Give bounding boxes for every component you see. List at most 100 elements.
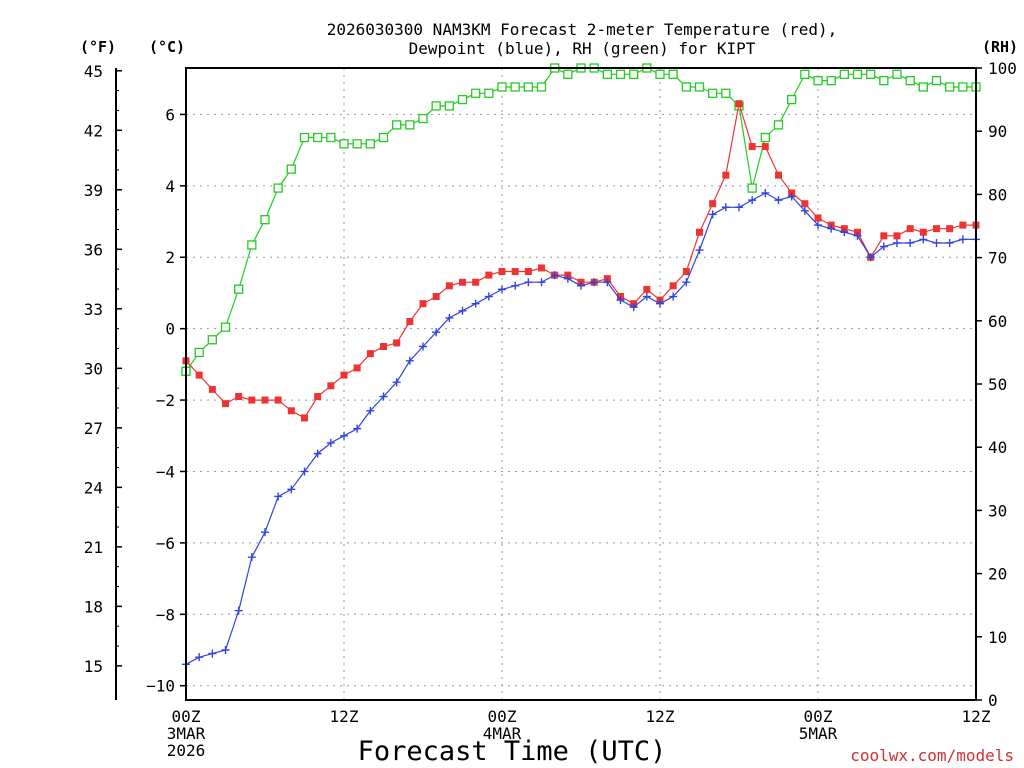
temperature-point bbox=[709, 200, 717, 208]
fahrenheit-tick-label: 39 bbox=[84, 181, 103, 200]
temperature-point bbox=[919, 228, 927, 236]
dewpoint-point bbox=[195, 653, 204, 662]
rh-point bbox=[418, 113, 428, 124]
rh-point bbox=[536, 82, 547, 92]
temperature-point bbox=[380, 343, 387, 351]
x-date-label: 3MAR bbox=[167, 724, 206, 743]
x-tick-label: 12Z bbox=[330, 707, 359, 726]
dewpoint-point bbox=[656, 299, 664, 308]
rh-point bbox=[194, 347, 204, 358]
dewpoint-point bbox=[814, 221, 822, 230]
x-tick-label: 00Z bbox=[804, 707, 833, 726]
series-line bbox=[185, 67, 976, 372]
rh-point bbox=[260, 215, 270, 225]
temperature-point bbox=[261, 396, 269, 404]
series-0 bbox=[182, 100, 980, 422]
celsius-tick-label: 0 bbox=[165, 320, 175, 339]
temperature-point bbox=[946, 225, 954, 233]
dewpoint-point bbox=[774, 196, 783, 205]
temperature-point bbox=[222, 400, 229, 408]
rh-point bbox=[602, 69, 612, 79]
temperature-point bbox=[524, 268, 532, 276]
chart-title-line-1: 2026030300 NAM3KM Forecast 2-meter Tempe… bbox=[327, 20, 838, 39]
dewpoint-point bbox=[919, 235, 928, 244]
series-2 bbox=[181, 63, 981, 377]
dewpoint-point bbox=[893, 238, 901, 247]
temperature-point bbox=[195, 371, 203, 379]
chart-title-line-2: Dewpoint (blue), RH (green) for KIPT bbox=[409, 39, 756, 58]
temperature-point bbox=[735, 100, 743, 108]
rh-point bbox=[313, 132, 323, 143]
fahrenheit-tick-label: 33 bbox=[84, 300, 103, 319]
rh-point bbox=[484, 88, 494, 98]
fahrenheit-tick-label: 42 bbox=[84, 121, 103, 140]
rh-point bbox=[787, 94, 797, 105]
x-tick-label: 00Z bbox=[488, 707, 517, 726]
rh-point bbox=[326, 132, 336, 143]
dewpoint-point bbox=[945, 238, 954, 247]
dewpoint-point bbox=[366, 406, 375, 415]
rh-tick-label: 10 bbox=[988, 628, 1007, 647]
rh-point bbox=[681, 82, 691, 92]
dewpoint-point bbox=[537, 278, 546, 287]
rh-point bbox=[220, 322, 231, 332]
dewpoint-point bbox=[511, 281, 520, 290]
temperature-point bbox=[340, 371, 348, 379]
rh-point bbox=[931, 75, 942, 86]
fahrenheit-tick-label: 21 bbox=[84, 538, 103, 557]
dewpoint-point bbox=[853, 231, 862, 240]
rh-point bbox=[826, 75, 836, 86]
dewpoint-point bbox=[458, 306, 467, 315]
rh-tick-label: 70 bbox=[988, 249, 1007, 268]
dewpoint-point bbox=[379, 392, 388, 401]
temperature-point bbox=[235, 392, 243, 400]
dewpoint-point bbox=[313, 449, 322, 458]
temperature-point bbox=[366, 350, 374, 358]
dewpoint-point bbox=[748, 196, 757, 205]
grid-lines bbox=[186, 68, 976, 700]
x-year-label: 2026 bbox=[167, 741, 206, 760]
rh-point bbox=[392, 120, 402, 130]
dewpoint-point bbox=[879, 242, 888, 251]
rh-point bbox=[563, 69, 573, 79]
rh-point bbox=[629, 69, 639, 79]
rh-point bbox=[286, 164, 296, 174]
dewpoint-point bbox=[577, 281, 585, 290]
celsius-tick-label: −10 bbox=[146, 677, 175, 696]
rh-point bbox=[234, 284, 244, 294]
rh-point bbox=[247, 240, 257, 250]
temperature-point bbox=[393, 339, 401, 347]
temperature-point bbox=[643, 285, 651, 293]
temperature-point bbox=[906, 225, 914, 233]
rh-point bbox=[958, 82, 968, 92]
dewpoint-point bbox=[735, 203, 743, 212]
dewpoint-point bbox=[484, 292, 493, 301]
rh-point bbox=[457, 94, 468, 105]
dewpoint-point bbox=[274, 492, 283, 501]
dewpoint-point bbox=[550, 271, 559, 280]
celsius-tick-label: 6 bbox=[165, 105, 175, 124]
temperature-point bbox=[722, 171, 730, 179]
temperature-point bbox=[419, 300, 427, 308]
dewpoint-point bbox=[682, 278, 691, 287]
rh-point bbox=[905, 75, 915, 86]
rh-point bbox=[668, 69, 678, 79]
rh-point bbox=[879, 75, 889, 86]
rh-point bbox=[800, 69, 810, 79]
dewpoint-point bbox=[300, 467, 309, 476]
rh-point bbox=[471, 88, 481, 98]
dewpoint-point bbox=[866, 253, 875, 262]
rh-tick-label: 40 bbox=[988, 438, 1007, 457]
temperature-point bbox=[761, 143, 769, 151]
rh-point bbox=[694, 82, 705, 92]
rh-tick-label: 60 bbox=[988, 312, 1007, 331]
dewpoint-point bbox=[247, 553, 256, 562]
dewpoint-point bbox=[840, 228, 849, 237]
temperature-point bbox=[274, 396, 282, 404]
dewpoint-point bbox=[208, 649, 217, 658]
dewpoint-point bbox=[563, 274, 572, 283]
rh-tick-label: 20 bbox=[988, 565, 1007, 584]
rh-tick-label: 30 bbox=[988, 501, 1007, 520]
temperature-point bbox=[287, 407, 295, 415]
